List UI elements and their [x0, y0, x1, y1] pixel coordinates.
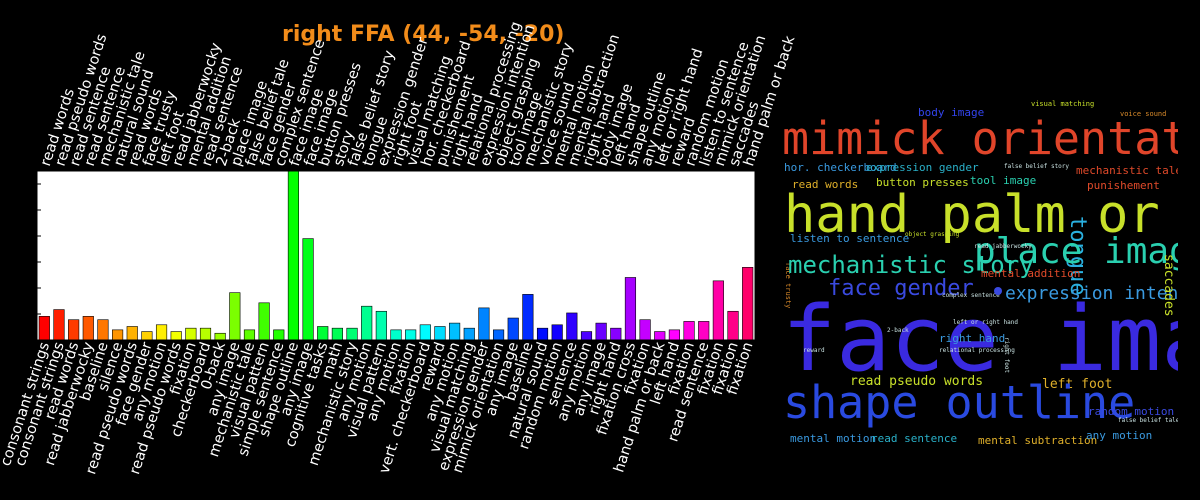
bar — [302, 238, 314, 341]
cloud-word: mental subtraction — [978, 434, 1097, 446]
cloud-word: read jabberwocky — [974, 243, 1032, 250]
bar — [361, 305, 373, 341]
cloud-word: body image — [918, 106, 984, 119]
cloud-word: object grasping — [905, 231, 960, 238]
bar — [449, 322, 461, 341]
cloud-word: button presses — [876, 176, 969, 189]
cloud-word: saccades — [1161, 254, 1176, 317]
cloud-word: tongue — [1065, 216, 1090, 295]
cloud-word: read words — [792, 178, 858, 191]
bar — [287, 170, 300, 341]
cloud-dot — [994, 287, 1002, 295]
bar — [595, 322, 607, 341]
cloud-word: visual matching — [1031, 100, 1094, 108]
bar — [405, 329, 417, 341]
cloud-word: mental addition — [981, 267, 1080, 280]
cloud-word: mental motion — [790, 432, 876, 445]
bar — [243, 329, 256, 341]
bar — [610, 327, 622, 341]
bar — [727, 310, 739, 341]
bar — [698, 321, 710, 341]
bar — [507, 317, 519, 341]
cloud-word: hand palm or back — [784, 185, 1178, 245]
bar — [390, 329, 402, 341]
cloud-word: false belief story — [1004, 163, 1069, 170]
cloud-word: 2-back — [887, 327, 909, 334]
bar — [654, 331, 666, 341]
bar — [492, 329, 505, 341]
cloud-word: shape outline — [783, 376, 1135, 429]
bar — [536, 327, 549, 341]
cloud-word: expression intention — [1005, 283, 1178, 304]
cloud-word: mimick orientation — [782, 112, 1178, 165]
bar — [683, 321, 695, 341]
bar — [331, 327, 343, 341]
bar — [112, 329, 124, 341]
bar — [229, 292, 241, 341]
bar — [639, 319, 651, 341]
bar — [53, 309, 65, 341]
cloud-word: face gender — [828, 276, 974, 301]
cloud-word: random motion — [1088, 405, 1174, 418]
bar — [97, 319, 109, 341]
bar — [68, 319, 80, 341]
cloud-word: left or right hand — [953, 319, 1018, 326]
cloud-word: expression gender — [866, 161, 979, 174]
cloud-word: any motion — [1086, 429, 1152, 442]
bar — [38, 316, 50, 341]
bar — [375, 310, 387, 341]
bar — [170, 331, 182, 341]
word-cloud: body image visual matching voice soundmimi… — [782, 100, 1178, 446]
bar — [317, 326, 329, 341]
bar — [742, 267, 754, 341]
plot-frame — [36, 170, 756, 341]
cloud-word: mechanistic tale — [1076, 164, 1178, 177]
bar — [185, 327, 197, 341]
bar — [580, 331, 593, 341]
cloud-word: hor. checkerboard — [784, 161, 897, 174]
cloud-word: relational processing — [939, 347, 1015, 354]
bar — [566, 312, 578, 341]
cloud-word: complex sentence — [942, 292, 1000, 299]
bar — [346, 327, 358, 341]
cloud-word: read sentence — [871, 432, 957, 445]
bar — [155, 324, 168, 341]
bar — [551, 324, 563, 341]
bar — [419, 324, 431, 341]
bar — [463, 327, 475, 341]
cloud-word: read pseudo words — [850, 374, 983, 389]
cloud-word: right hand — [939, 332, 1005, 345]
bar — [712, 280, 724, 341]
bar — [273, 329, 285, 341]
bar — [624, 277, 637, 341]
bar — [126, 326, 138, 341]
bar — [141, 331, 153, 341]
bar — [668, 329, 680, 341]
bar — [478, 307, 490, 341]
cloud-word: tool image — [970, 174, 1036, 187]
cloud-word: voice sound — [1120, 110, 1166, 118]
plot-area — [37, 171, 755, 340]
cloud-word: reward — [803, 347, 825, 354]
chart-title: right FFA (44, -54, -20) — [282, 22, 565, 47]
cloud-word: face trusty — [784, 262, 792, 308]
bar — [82, 316, 94, 341]
cloud-word: face image — [782, 287, 1178, 392]
cloud-word: right foot — [1003, 337, 1010, 374]
cloud-word: listen to sentence — [790, 232, 909, 245]
cloud-word: mechanistic story — [788, 251, 1034, 279]
cloud-word: false belief tale — [1118, 417, 1178, 424]
cloud-word: punishement — [1087, 179, 1160, 192]
bar — [214, 332, 226, 341]
bar — [199, 327, 212, 341]
bar — [434, 326, 446, 341]
bar — [522, 294, 534, 341]
bar — [258, 302, 270, 341]
cloud-word: place image — [974, 231, 1178, 272]
cloud-word: left foot — [1042, 377, 1112, 392]
